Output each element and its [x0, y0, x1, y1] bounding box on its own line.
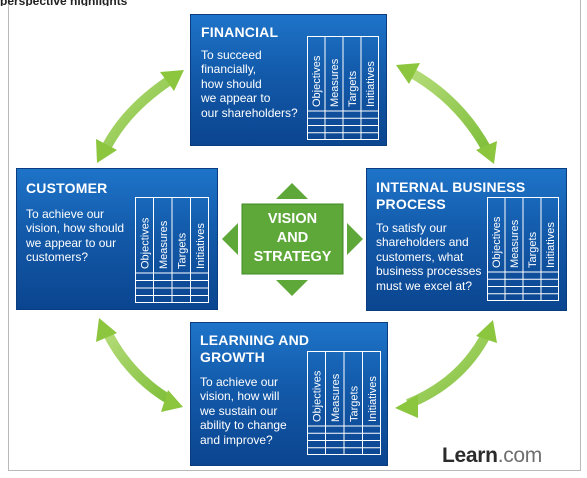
table-column-header: Initiatives	[195, 223, 207, 269]
internal-process-question-line: business processes	[376, 264, 482, 279]
customer-box: CUSTOMER To achieve our vision, how shou…	[16, 168, 218, 310]
learning-growth-table: Objectives Measures Targets Initiatives	[307, 351, 381, 455]
internal-process-question-line: must we excel at?	[376, 278, 473, 293]
financial-question: To succeed financially, how should we ap…	[201, 48, 298, 120]
table-column-header: Measures	[329, 58, 341, 107]
internal-process-title-line: PROCESS	[376, 196, 446, 212]
internal-process-question-line: To satisfy our	[376, 221, 447, 235]
arrow-financial-customer	[96, 70, 184, 163]
customer-question: To achieve our vision, how should we app…	[26, 207, 124, 265]
learning-growth-question-line: ability to change	[200, 418, 287, 433]
arrow-financial-internal	[396, 63, 497, 164]
table-column-header: Objectives	[311, 370, 323, 422]
vision-strategy-graphic	[222, 183, 363, 296]
table-column-header: Measures	[509, 219, 521, 268]
financial-question-line: we appear to	[201, 91, 271, 106]
customer-question-line: we appear to our	[26, 235, 117, 250]
table-column-header: Targets	[176, 232, 188, 269]
financial-box: FINANCIAL To succeed financially, how sh…	[190, 14, 387, 146]
learn-com-logo: Learn.com	[442, 444, 542, 468]
table-column-header: Objectives	[491, 216, 503, 268]
logo-main-text: Learn	[442, 444, 498, 467]
customer-question-line: vision, how should	[26, 221, 125, 236]
table-column-header: Measures	[330, 373, 342, 422]
table-column-header: Initiatives	[545, 222, 557, 268]
table-column-header: Initiatives	[367, 376, 379, 422]
logo-suffix-text: .com	[497, 444, 543, 467]
table-column-header: Measures	[158, 220, 170, 269]
learning-growth-box: LEARNING AND GROWTH To achieve our visio…	[190, 322, 388, 466]
arrow-internal-learning	[395, 320, 497, 418]
financial-question-line: our shareholders?	[201, 105, 298, 120]
vision-strategy-line: STRATEGY	[253, 249, 332, 265]
customer-title: CUSTOMER	[26, 180, 108, 196]
customer-question-line: customers?	[26, 250, 89, 265]
vision-strategy-label: VISION AND STRATEGY	[244, 206, 341, 271]
vision-strategy-line: VISION	[267, 211, 318, 227]
cut-off-header: perspective highlights	[0, 0, 280, 6]
customer-question-line: To achieve our	[26, 207, 105, 221]
learning-growth-question-line: we sustain our	[200, 403, 278, 418]
learning-growth-title-line: GROWTH	[200, 349, 265, 365]
table-column-header: Initiatives	[365, 61, 377, 107]
learning-growth-question-line: To achieve our	[200, 375, 279, 389]
table-column-header: Targets	[347, 70, 359, 107]
internal-process-question: To satisfy our shareholders and customer…	[376, 221, 481, 293]
financial-question-line: financially,	[201, 62, 257, 77]
financial-title: FINANCIAL	[201, 24, 279, 40]
learning-growth-question-line: and improve?	[200, 432, 273, 447]
vision-strategy-line: AND	[276, 230, 309, 246]
internal-process-table: Objectives Measures Targets Initiatives	[487, 197, 559, 301]
table-column-header: Targets	[348, 385, 360, 422]
financial-table: Objectives Measures Targets Initiatives	[307, 36, 379, 140]
table-column-header: Objectives	[311, 55, 323, 107]
arrow-customer-learning	[96, 318, 183, 412]
learning-growth-title-line: LEARNING AND	[200, 332, 310, 348]
vision-strategy-center: VISION AND STRATEGY	[222, 183, 363, 296]
financial-question-line: To succeed	[201, 48, 262, 62]
financial-question-line: how should	[201, 76, 262, 91]
table-column-header: Objectives	[139, 217, 151, 269]
internal-process-question-line: customers, what	[376, 249, 464, 264]
internal-process-title: INTERNAL BUSINESS PROCESS	[376, 179, 525, 213]
internal-process-title-line: INTERNAL BUSINESS	[376, 179, 526, 195]
learning-growth-question-line: vision, how will	[200, 389, 280, 404]
learning-growth-title: LEARNING AND GROWTH	[200, 332, 309, 366]
table-column-header: Targets	[527, 231, 539, 268]
learning-growth-question: To achieve our vision, how will we susta…	[200, 375, 287, 447]
customer-table: Objectives Measures Targets Initiatives	[135, 197, 209, 303]
internal-process-box: INTERNAL BUSINESS PROCESS To satisfy our…	[366, 168, 567, 311]
internal-process-question-line: shareholders and	[376, 235, 469, 250]
